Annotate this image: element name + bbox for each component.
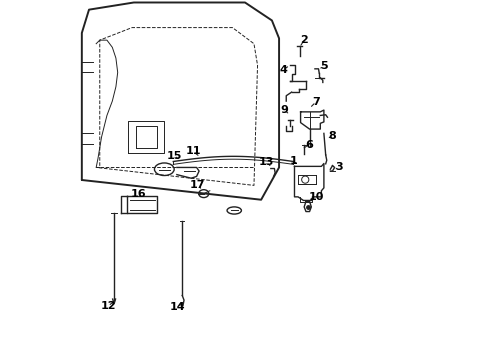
Text: 14: 14 xyxy=(170,302,185,312)
Text: 6: 6 xyxy=(304,140,313,150)
Text: 10: 10 xyxy=(308,192,324,202)
Text: 8: 8 xyxy=(328,131,336,141)
Text: 9: 9 xyxy=(280,105,289,115)
Text: 2: 2 xyxy=(300,35,308,45)
Text: 12: 12 xyxy=(100,301,116,311)
Text: 3: 3 xyxy=(335,162,343,172)
Text: 5: 5 xyxy=(320,61,328,71)
Text: 4: 4 xyxy=(280,64,288,75)
Text: 16: 16 xyxy=(130,189,146,199)
Text: 11: 11 xyxy=(185,146,201,156)
Text: 7: 7 xyxy=(312,97,320,107)
Text: 1: 1 xyxy=(290,156,297,166)
Text: 13: 13 xyxy=(259,157,274,167)
Text: 15: 15 xyxy=(166,150,182,161)
Text: 17: 17 xyxy=(190,180,205,190)
